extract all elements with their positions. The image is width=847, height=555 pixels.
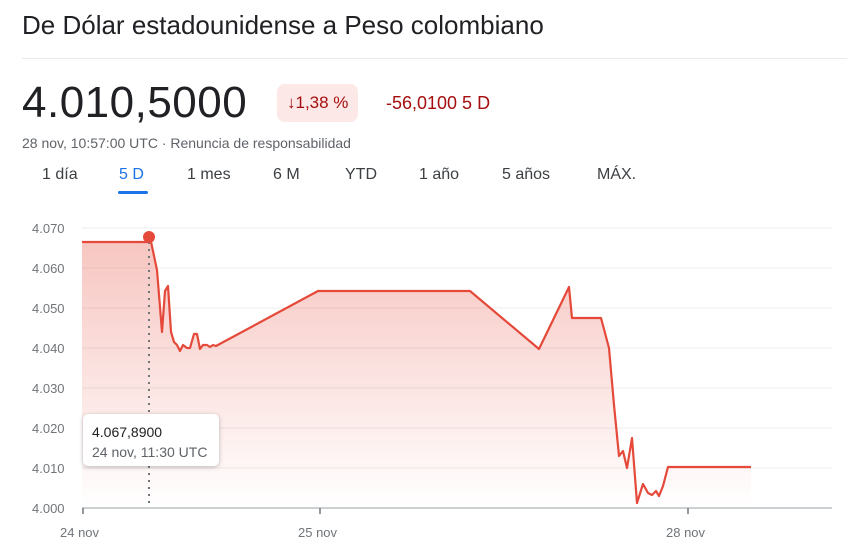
svg-text:24 nov: 24 nov [60, 525, 100, 540]
svg-text:4.030: 4.030 [32, 381, 65, 396]
price-area [82, 237, 751, 508]
svg-text:25 nov: 25 nov [298, 525, 338, 540]
tab-5-anos[interactable]: 5 años [502, 166, 551, 183]
x-axis: 24 nov 25 nov 28 nov [60, 507, 832, 540]
tab-max[interactable]: MÁX. [597, 166, 637, 183]
change-percent-value: 1,38 % [295, 93, 349, 112]
svg-text:4.050: 4.050 [32, 301, 65, 316]
svg-text:4.070: 4.070 [32, 221, 65, 236]
price-chart[interactable]: 4.070 4.060 4.050 4.040 4.030 4.020 4.01… [0, 200, 847, 555]
tooltip-time: 24 nov, 11:30 UTC [92, 444, 208, 460]
tab-1-mes[interactable]: 1 mes [187, 166, 231, 183]
tab-ytd[interactable]: YTD [345, 166, 377, 183]
active-tab-indicator [118, 191, 148, 194]
chart-tooltip: 4.067,8900 24 nov, 11:30 UTC [83, 414, 219, 466]
timestamp-disclaimer[interactable]: 28 nov, 10:57:00 UTC · Renuncia de respo… [22, 135, 351, 151]
price-line [82, 235, 751, 505]
current-price: 4.010,5000 [22, 78, 248, 127]
svg-text:28 nov: 28 nov [666, 525, 706, 540]
svg-text:4.040: 4.040 [32, 341, 65, 356]
change-percent-badge: ↓1,38 % [277, 84, 359, 122]
tab-6-m[interactable]: 6 M [273, 166, 300, 183]
tab-5-d[interactable]: 5 D [119, 166, 144, 183]
svg-text:4.020: 4.020 [32, 421, 65, 436]
svg-text:4.010: 4.010 [32, 461, 65, 476]
svg-text:4.000: 4.000 [32, 501, 65, 516]
y-axis-labels: 4.070 4.060 4.050 4.040 4.030 4.020 4.01… [32, 221, 65, 516]
page-title: De Dólar estadounidense a Peso colombian… [22, 10, 544, 40]
tooltip-value: 4.067,8900 [92, 424, 163, 440]
divider [22, 58, 847, 59]
svg-text:4.060: 4.060 [32, 261, 65, 276]
arrow-down-icon: ↓ [287, 93, 296, 112]
tab-1-ano[interactable]: 1 año [419, 166, 460, 183]
change-absolute: -56,0100 5 D [386, 93, 491, 113]
hover-point-marker [143, 231, 155, 243]
tab-1-dia[interactable]: 1 día [42, 166, 78, 183]
